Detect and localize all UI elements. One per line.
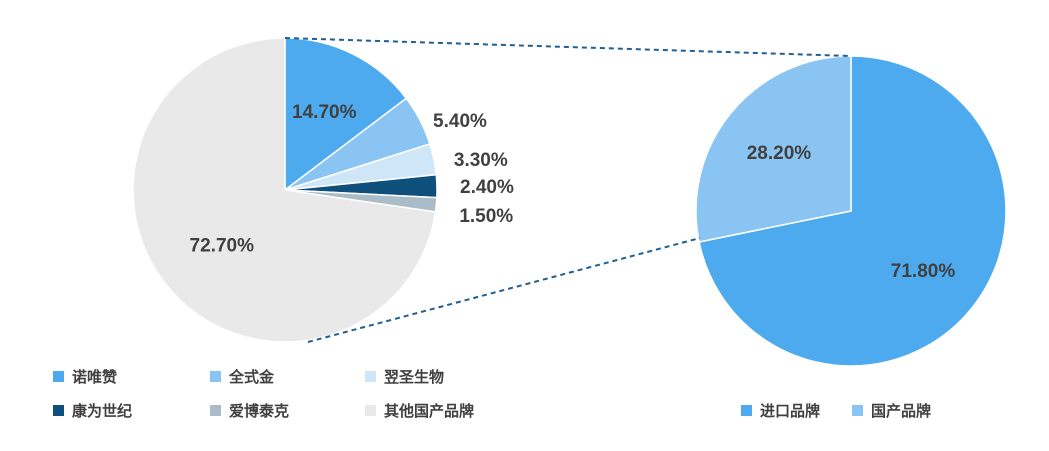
legend-swatch (53, 371, 64, 382)
legend-swatch (210, 371, 221, 382)
legend-swatch (852, 405, 863, 416)
left-pie-data-label-3: 3.30% (454, 150, 508, 171)
left-pie-legend-item-3: 翌圣生物 (365, 366, 444, 387)
legend-label: 国产品牌 (871, 402, 932, 420)
left-pie-legend-item-5: 爱博泰克 (210, 400, 289, 421)
right-pie-data-label-1: 71.80% (891, 261, 956, 282)
left-pie-legend-item-6: 其他国产品牌 (365, 400, 474, 421)
right-pie (695, 55, 1007, 367)
legend-swatch (365, 405, 376, 416)
legend-label: 翌圣生物 (384, 368, 445, 386)
left-pie-data-label-6: 72.70% (190, 236, 255, 257)
legend-label: 进口品牌 (760, 402, 821, 420)
legend-swatch (210, 405, 221, 416)
right-pie-legend-item-2: 国产品牌 (852, 400, 931, 421)
legend-label: 诺唯赞 (72, 368, 118, 386)
connector-line-1 (284, 37, 852, 57)
left-pie-data-label-2: 5.40% (433, 111, 487, 132)
left-pie-legend-item-4: 康为世纪 (53, 400, 132, 421)
left-pie-data-label-4: 2.40% (460, 177, 514, 198)
legend-swatch (365, 371, 376, 382)
connector-lines (284, 37, 852, 343)
left-pie-data-label-5: 1.50% (459, 206, 513, 227)
legend-label: 其他国产品牌 (384, 402, 475, 420)
legend-label: 康为世纪 (72, 402, 133, 420)
legend-label: 爱博泰克 (229, 402, 290, 420)
legend-swatch (741, 405, 752, 416)
right-pie-slice-1 (698, 55, 1007, 367)
legend-swatch (53, 405, 64, 416)
right-pie-legend-item-1: 进口品牌 (741, 400, 820, 421)
right-pie-labels: 71.80% 28.20% (747, 143, 956, 282)
connector-line-2 (307, 237, 701, 343)
left-pie-labels: 14.70% 5.40% 3.30% 2.40% 1.50% 72.70% (190, 102, 514, 257)
left-pie-slice-6 (132, 37, 437, 343)
left-pie-legend-item-1: 诺唯赞 (53, 366, 117, 387)
left-pie-legend-item-2: 全式金 (210, 366, 274, 387)
left-pie (132, 37, 438, 343)
left-pie-data-label-1: 14.70% (292, 102, 357, 123)
right-pie-slice-2 (695, 55, 852, 243)
legend-label: 全式金 (229, 368, 275, 386)
right-pie-data-label-2: 28.20% (747, 143, 812, 164)
